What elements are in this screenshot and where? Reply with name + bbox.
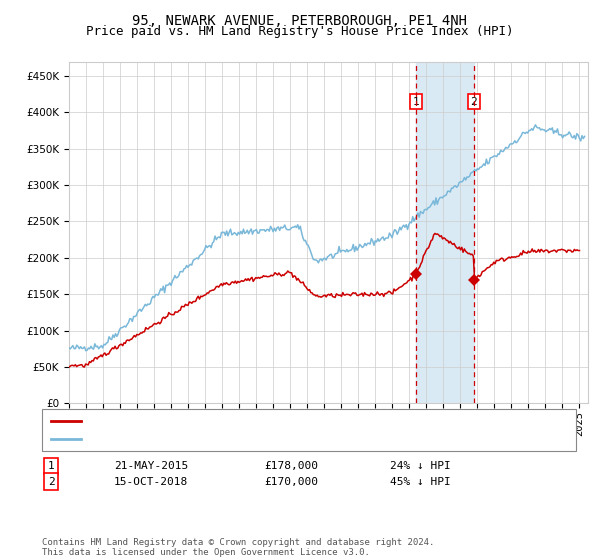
Text: 15-OCT-2018: 15-OCT-2018 xyxy=(114,477,188,487)
Text: £178,000: £178,000 xyxy=(264,461,318,471)
Text: Price paid vs. HM Land Registry's House Price Index (HPI): Price paid vs. HM Land Registry's House … xyxy=(86,25,514,38)
Text: 1: 1 xyxy=(47,461,55,471)
Text: HPI: Average price, detached house, City of Peterborough: HPI: Average price, detached house, City… xyxy=(87,434,465,444)
Text: 24% ↓ HPI: 24% ↓ HPI xyxy=(390,461,451,471)
Text: 2: 2 xyxy=(470,96,477,106)
Text: 45% ↓ HPI: 45% ↓ HPI xyxy=(390,477,451,487)
Text: 95, NEWARK AVENUE, PETERBOROUGH, PE1 4NH: 95, NEWARK AVENUE, PETERBOROUGH, PE1 4NH xyxy=(133,14,467,28)
Text: 1: 1 xyxy=(412,96,419,106)
Text: 21-MAY-2015: 21-MAY-2015 xyxy=(114,461,188,471)
Text: 2: 2 xyxy=(47,477,55,487)
Text: £170,000: £170,000 xyxy=(264,477,318,487)
Text: Contains HM Land Registry data © Crown copyright and database right 2024.
This d: Contains HM Land Registry data © Crown c… xyxy=(42,538,434,557)
Text: 95, NEWARK AVENUE, PETERBOROUGH, PE1 4NH (detached house): 95, NEWARK AVENUE, PETERBOROUGH, PE1 4NH… xyxy=(87,416,472,426)
Bar xyxy=(416,62,474,403)
